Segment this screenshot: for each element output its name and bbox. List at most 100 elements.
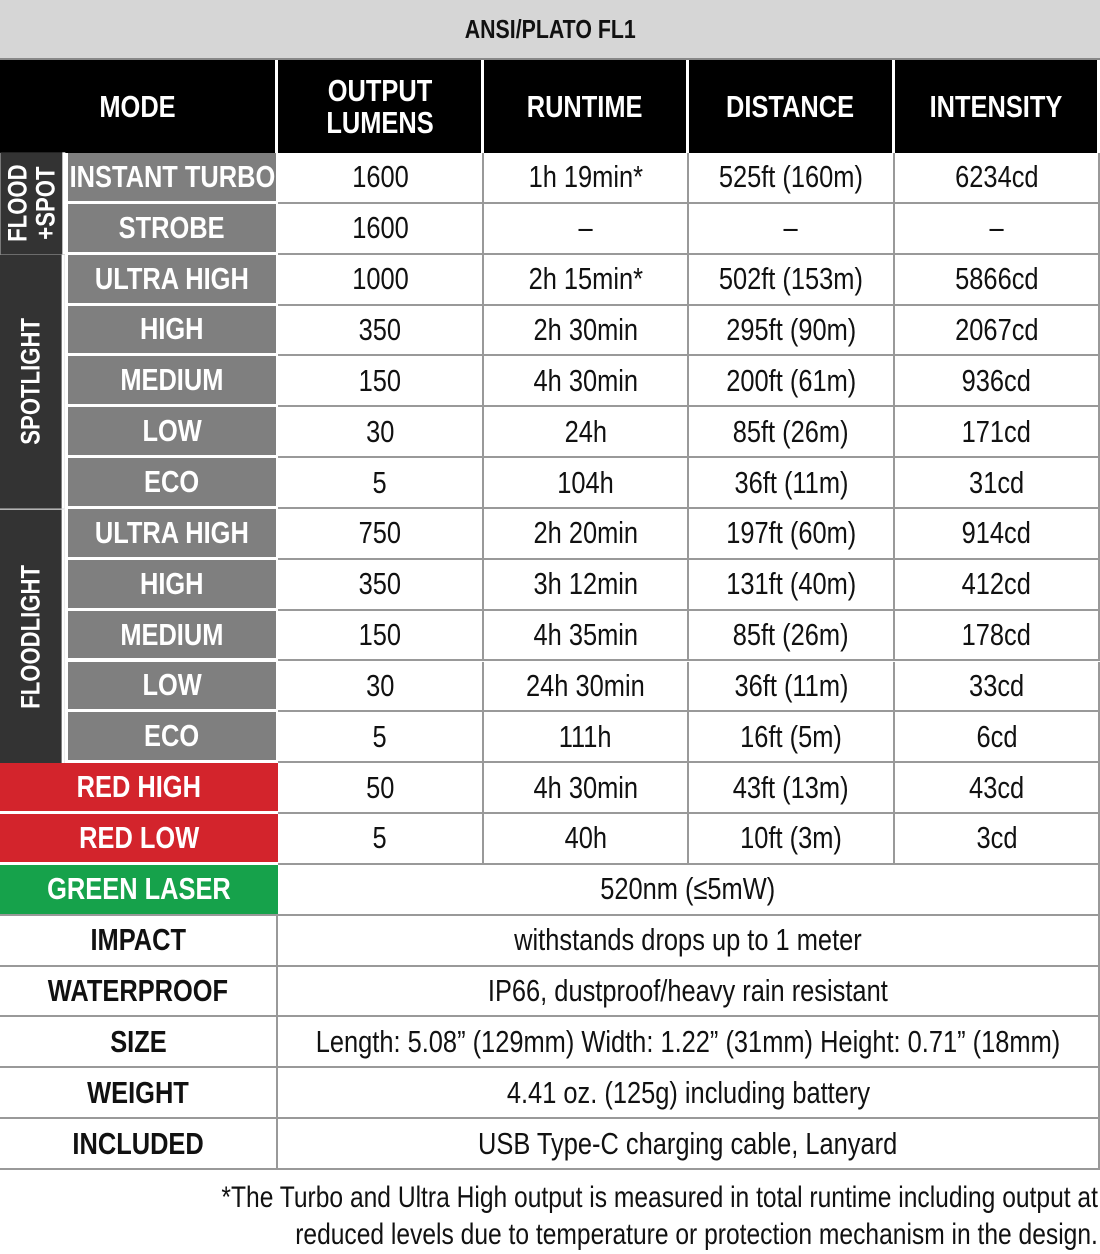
mode-name-text: ECO (144, 718, 199, 754)
spec-value-text: IP66, dustproof/heavy rain resistant (488, 973, 888, 1009)
value-cell-text: 750 (359, 515, 401, 551)
value-cell: 6cd (895, 712, 1100, 764)
value-cell: 104h (484, 458, 689, 509)
value-cell: 40h (484, 814, 689, 865)
value-cell-line: 2h 30min (533, 311, 638, 347)
value-cell-text: 104h (557, 465, 614, 501)
mode-name-line: GREEN LASER (47, 871, 231, 907)
value-cell-text: 914cd (962, 515, 1031, 551)
value-cell: 150 (278, 610, 484, 662)
value-cell: 36ft (11m) (689, 458, 895, 509)
mode-name: STROBE (65, 203, 278, 255)
value-cell: 111h (484, 712, 689, 764)
value-cell: 30 (278, 661, 484, 713)
mode-name-text: MEDIUM (120, 362, 223, 398)
mode-name: ULTRA HIGH (65, 508, 278, 560)
value-cell-text: 197ft (60m) (726, 515, 856, 551)
spec-label-text: SIZE (110, 1024, 167, 1060)
value-cell: 131ft (40m) (689, 559, 895, 611)
column-header-text: INTENSITY (930, 90, 1063, 123)
value-cell-line: 200ft (61m) (726, 362, 856, 398)
value-cell-line: 4h 30min (533, 769, 638, 805)
column-header: RUNTIME (484, 60, 689, 153)
spec-label-text: WEIGHT (87, 1075, 189, 1111)
spec-value: 4.41 oz. (125g) including battery (278, 1068, 1100, 1120)
value-cell-line: 131ft (40m) (726, 566, 856, 602)
value-cell-line: 111h (559, 718, 612, 754)
value-cell-text: 525ft (160m) (719, 159, 863, 195)
mode-name: LOW (65, 661, 278, 713)
spec-label-line: IMPACT (90, 922, 186, 958)
spec-label-line: INCLUDED (72, 1125, 204, 1161)
mode-name-line: HIGH (140, 311, 204, 347)
value-cell-line: 350 (358, 566, 402, 602)
value-cell-line: 36ft (11m) (734, 464, 848, 500)
value-cell-line: 936cd (961, 362, 1032, 398)
spec-value-line: IP66, dustproof/heavy rain resistant (488, 973, 888, 1009)
mode-name: GREEN LASER (0, 864, 278, 916)
group-label-text: FLOOD +SPOT (2, 165, 60, 242)
value-cell-text: 3cd (976, 820, 1017, 856)
value-cell-text: 5 (373, 719, 387, 755)
value-cell-line: – (989, 210, 1004, 246)
value-cell: 10ft (3m) (689, 814, 895, 865)
mode-name: HIGH (65, 559, 278, 611)
value-cell: 5 (278, 814, 484, 865)
column-header: DISTANCE (689, 60, 895, 153)
column-header-line: RUNTIME (527, 88, 643, 124)
value-cell-text: 43ft (13m) (733, 770, 849, 806)
value-cell-text: 4h 35min (533, 617, 638, 653)
mode-name: RED LOW (0, 814, 278, 865)
value-cell-text: 131ft (40m) (726, 566, 856, 602)
value-cell: 2h 15min* (484, 254, 689, 306)
value-cell: 2h 20min (484, 508, 689, 560)
value-cell-line: 178cd (961, 617, 1032, 653)
value-cell: 295ft (90m) (689, 305, 895, 357)
spec-label-text: WATERPROOF (48, 973, 228, 1009)
value-cell: 3cd (895, 814, 1100, 865)
mode-name-text: RED HIGH (77, 769, 201, 805)
value-cell-line: 520nm (≤5mW) (600, 871, 776, 907)
value-cell-line: 36ft (11m) (734, 667, 848, 703)
mode-name-text: INSTANT TURBO (69, 159, 275, 195)
value-cell-text: 40h (564, 820, 606, 856)
value-cell-text: 1600 (352, 159, 409, 195)
spec-value-text: 4.41 oz. (125g) including battery (506, 1075, 869, 1111)
mode-name-line: RED LOW (78, 819, 200, 855)
value-cell-line: 30 (365, 413, 395, 449)
mode-name-text: HIGH (140, 566, 204, 602)
value-cell-text: 150 (359, 617, 401, 653)
spec-value-line: withstands drops up to 1 meter (514, 922, 862, 958)
value-cell-line: 412cd (961, 566, 1032, 602)
group-label-line: SPOTLIGHT (16, 318, 46, 446)
value-cell-line: 10ft (3m) (740, 820, 842, 856)
value-cell: 1000 (278, 254, 484, 306)
value-cell-line: 150 (358, 617, 402, 653)
value-cell-text: 1600 (352, 210, 409, 246)
column-header: INTENSITY (895, 60, 1100, 153)
spec-value: withstands drops up to 1 meter (278, 915, 1100, 967)
value-cell-text: 520nm (≤5mW) (601, 871, 776, 907)
value-cell-text: 31cd (969, 465, 1024, 501)
value-cell-text: 2h 30min (533, 312, 638, 348)
value-cell-line: 350 (358, 311, 402, 347)
mode-name-text: LOW (142, 667, 201, 703)
mode-name-text: ECO (144, 464, 199, 500)
value-cell: 4h 30min (484, 356, 689, 408)
value-cell: 520nm (≤5mW) (278, 864, 1100, 916)
column-header-line: DISTANCE (726, 88, 855, 124)
value-cell-line: 4h 35min (533, 617, 638, 653)
value-cell-text: 85ft (26m) (733, 617, 849, 653)
mode-name-line: LOW (142, 667, 202, 703)
value-cell-line: 5 (372, 820, 388, 856)
value-cell-text: 171cd (962, 414, 1031, 450)
value-cell: 31cd (895, 458, 1100, 509)
column-header-text: DISTANCE (726, 88, 855, 124)
value-cell: 24h 30min (484, 661, 689, 713)
group-label: FLOODLIGHT (0, 508, 65, 764)
value-cell-line: 33cd (968, 667, 1025, 703)
value-cell-text: – (784, 210, 798, 246)
mode-name-text: LOW (142, 413, 201, 449)
spec-value-line: Length: 5.08” (129mm) Width: 1.22” (31mm… (315, 1023, 1061, 1059)
value-cell-line: 914cd (961, 515, 1032, 551)
